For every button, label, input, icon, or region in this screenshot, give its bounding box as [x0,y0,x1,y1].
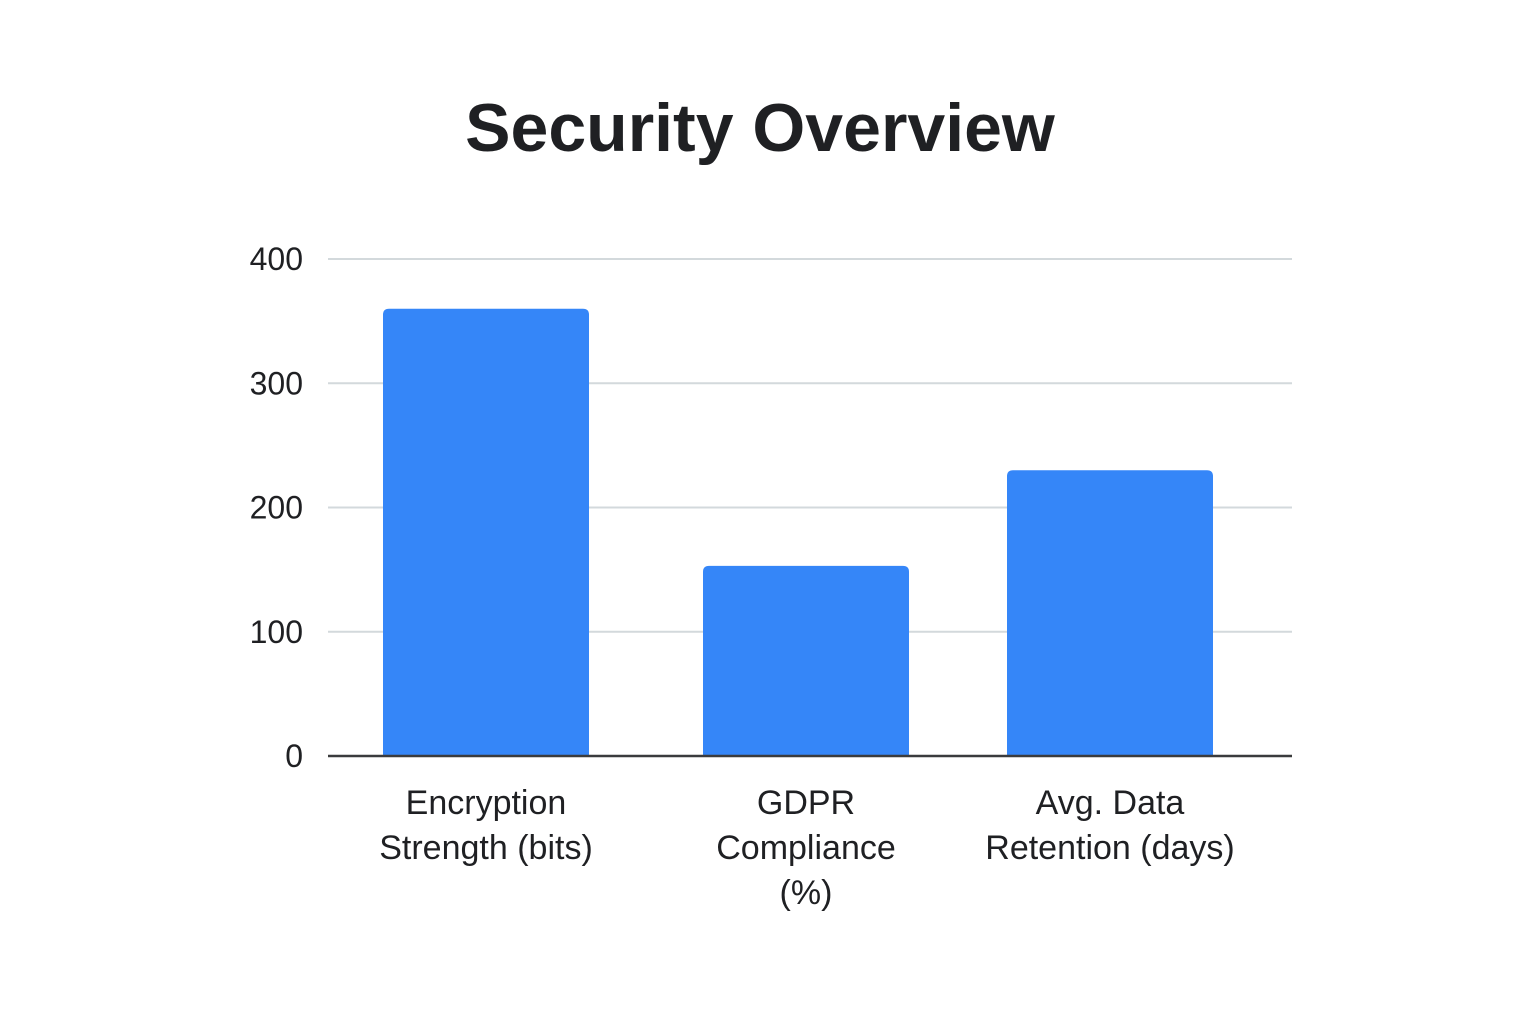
y-tick-label: 400 [250,241,303,277]
y-tick-label: 300 [250,365,303,401]
y-tick-label: 0 [285,738,303,774]
category-label: Encryption Strength (bits) [379,784,593,867]
y-tick-label: 200 [250,490,303,526]
category-label-line: GDPR [757,784,855,822]
bar [383,308,589,756]
y-tick-labels: 0 100 200 300 400 [250,241,303,774]
category-label-line: Compliance [716,829,896,867]
chart-title: Security Overview [465,90,1055,166]
category-label-line: Encryption [406,784,567,822]
category-labels: Encryption Strength (bits) GDPR Compliance (… [379,784,1235,912]
category-label-line: Retention (days) [985,829,1234,867]
category-label: GDPR Compliance (%) [716,784,896,912]
bars [383,308,1213,756]
category-label: Avg. Data Retention (days) [985,784,1234,867]
y-tick-label: 100 [250,614,303,650]
bar [703,565,909,756]
category-label-line: Strength (bits) [379,829,593,867]
category-label-line: (%) [780,874,833,912]
bar [1007,470,1213,756]
category-label-line: Avg. Data [1036,784,1185,822]
